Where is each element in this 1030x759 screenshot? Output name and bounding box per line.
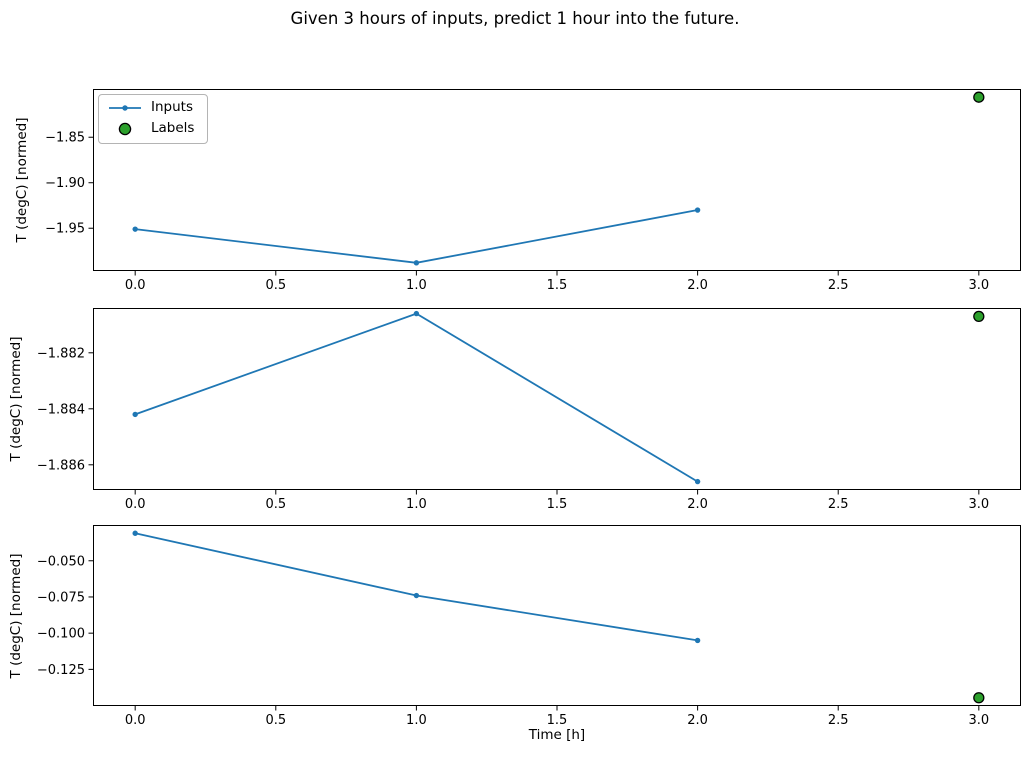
inputs-line [134,532,699,642]
inputs-point [132,530,138,536]
y-tick-label: −1.90 [45,176,85,191]
x-tick-label: 2.0 [687,278,708,293]
subplot-3: 0.0 0.5 1.0 1.5 2.0 2.5 3.0 −0.050 −0.075 −0.100 −… [8,525,1021,728]
y-tick-label: −1.85 [45,131,85,146]
subplot-2-canvas: 0.0 0.5 1.0 1.5 2.0 2.5 3.0 −1.882 −1.884 −1.886 [37,308,1021,512]
axes-frame [93,308,1021,490]
y-tick-label: −1.886 [37,458,85,473]
legend-inputs-row: Inputs [108,99,194,115]
y-tick-label: −0.075 [37,590,85,605]
inputs-point [694,478,701,485]
x-tick-label: 2.5 [828,497,849,512]
x-tick-label: 2.5 [828,713,849,728]
legend-labels-row: Labels [108,119,195,136]
y-tick-label: −1.95 [45,222,85,237]
subplot-1-canvas: 0.0 0.5 1.0 1.5 2.0 2.5 3.0 −1.85 −1.90 −1.95 [45,89,1021,293]
subplot-3-canvas: 0.0 0.5 1.0 1.5 2.0 2.5 3.0 −0.050 −0.075 −0.100 −… [37,525,1021,728]
x-axis-label: Time [h] [528,727,586,743]
x-tick-label: 1.5 [547,278,568,293]
x-tick-label: 0.0 [125,497,146,512]
x-tick-label: 0.0 [125,278,146,293]
labels-dot-swatch-icon [118,122,132,135]
legend-labels-label: Labels [151,119,195,136]
labels-point [973,310,985,323]
y-tick-label: −1.882 [37,346,85,361]
labels-point [973,91,985,103]
x-tick-label: 1.5 [547,497,568,512]
legend-inputs-label: Inputs [151,99,193,115]
inputs-line-swatch-icon [109,105,141,111]
y-tick-label: −0.125 [37,663,85,678]
subplot-1: 0.0 0.5 1.0 1.5 2.0 2.5 3.0 −1.85 −1.90 −1.95 T (… [14,89,1021,293]
x-tick-label: 0.5 [265,497,286,512]
inputs-point [132,411,138,418]
x-tick-label: 2.0 [687,497,708,512]
legend: Inputs Labels [98,94,209,144]
x-tick-label: 0.5 [265,278,286,293]
inputs-point [413,592,420,599]
x-tick-label: 2.5 [828,278,849,293]
inputs-line [134,209,699,264]
subplot-2: 0.0 0.5 1.0 1.5 2.0 2.5 3.0 −1.882 −1.884 −1.886 … [8,308,1021,512]
x-tick-label: 3.0 [968,497,989,512]
inputs-point [413,260,420,266]
subplot-3-ylabel: T (degC) [normed] [8,553,24,678]
x-tick-label: 1.0 [406,713,427,728]
inputs-point [132,226,138,232]
x-tick-label: 3.0 [968,713,989,728]
y-tick-label: −0.100 [37,627,85,642]
labels-point [973,692,985,704]
x-tick-label: 2.0 [687,713,708,728]
axes-frame [93,525,1021,706]
x-tick-label: 1.0 [406,497,427,512]
subplot-1-ylabel: T (degC) [normed] [14,117,30,243]
x-tick-label: 3.0 [968,278,989,293]
subplot-2-ylabel: T (degC) [normed] [8,336,24,462]
x-tick-label: 1.0 [406,278,427,293]
figure-title: Given 3 hours of inputs, predict 1 hour … [290,9,740,28]
inputs-point [694,637,701,644]
y-tick-label: −1.884 [37,402,85,417]
y-tick-label: −0.050 [37,554,85,569]
axes-frame [93,89,1021,271]
x-tick-label: 0.0 [125,713,146,728]
x-tick-label: 1.5 [547,713,568,728]
inputs-point [694,207,701,213]
inputs-point [413,310,420,317]
x-tick-label: 0.5 [265,713,286,728]
inputs-line [134,312,699,483]
